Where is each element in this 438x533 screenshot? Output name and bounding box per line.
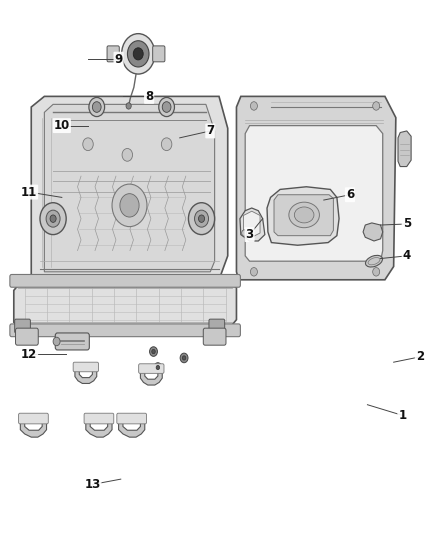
Ellipse shape bbox=[365, 255, 382, 267]
Text: 8: 8 bbox=[145, 90, 153, 103]
Polygon shape bbox=[14, 282, 237, 328]
Circle shape bbox=[373, 268, 380, 276]
FancyBboxPatch shape bbox=[107, 46, 119, 62]
Polygon shape bbox=[119, 421, 145, 437]
Circle shape bbox=[83, 138, 93, 151]
Circle shape bbox=[122, 149, 133, 161]
Circle shape bbox=[159, 98, 174, 117]
Circle shape bbox=[46, 210, 60, 227]
Circle shape bbox=[242, 230, 247, 236]
Circle shape bbox=[162, 102, 171, 112]
FancyBboxPatch shape bbox=[139, 364, 164, 373]
Ellipse shape bbox=[289, 202, 319, 228]
FancyBboxPatch shape bbox=[55, 333, 89, 350]
Circle shape bbox=[133, 48, 143, 60]
Circle shape bbox=[154, 363, 162, 372]
FancyBboxPatch shape bbox=[18, 413, 48, 424]
FancyBboxPatch shape bbox=[84, 413, 114, 424]
Circle shape bbox=[161, 138, 172, 151]
FancyBboxPatch shape bbox=[10, 274, 240, 287]
Circle shape bbox=[194, 210, 208, 227]
Circle shape bbox=[126, 103, 131, 109]
Text: 2: 2 bbox=[416, 350, 424, 364]
Polygon shape bbox=[363, 223, 383, 241]
Text: 4: 4 bbox=[403, 249, 411, 262]
Circle shape bbox=[120, 193, 139, 217]
Circle shape bbox=[92, 102, 101, 112]
Polygon shape bbox=[237, 96, 396, 280]
Circle shape bbox=[373, 102, 380, 110]
FancyBboxPatch shape bbox=[15, 328, 38, 345]
FancyBboxPatch shape bbox=[117, 413, 147, 424]
Text: 6: 6 bbox=[346, 188, 354, 201]
FancyBboxPatch shape bbox=[209, 319, 225, 333]
FancyBboxPatch shape bbox=[203, 328, 226, 345]
Polygon shape bbox=[31, 96, 228, 280]
Text: 11: 11 bbox=[21, 185, 37, 199]
Circle shape bbox=[89, 98, 105, 117]
Polygon shape bbox=[398, 131, 411, 166]
FancyBboxPatch shape bbox=[153, 46, 165, 62]
Circle shape bbox=[152, 350, 155, 354]
Polygon shape bbox=[245, 126, 383, 261]
Circle shape bbox=[50, 215, 56, 222]
Circle shape bbox=[122, 34, 155, 74]
Polygon shape bbox=[141, 370, 162, 385]
Circle shape bbox=[251, 102, 258, 110]
Ellipse shape bbox=[368, 257, 380, 265]
Text: 13: 13 bbox=[84, 478, 100, 491]
Polygon shape bbox=[240, 208, 265, 241]
Circle shape bbox=[53, 337, 60, 346]
Text: 1: 1 bbox=[398, 409, 406, 422]
Circle shape bbox=[251, 268, 258, 276]
Polygon shape bbox=[44, 104, 215, 272]
Polygon shape bbox=[274, 195, 333, 236]
Polygon shape bbox=[20, 421, 46, 437]
Circle shape bbox=[182, 356, 186, 360]
Polygon shape bbox=[267, 187, 339, 245]
Text: 3: 3 bbox=[246, 228, 254, 241]
Polygon shape bbox=[244, 211, 260, 237]
Polygon shape bbox=[75, 369, 97, 383]
FancyBboxPatch shape bbox=[73, 362, 99, 372]
Circle shape bbox=[188, 203, 215, 235]
Circle shape bbox=[180, 353, 188, 363]
Circle shape bbox=[150, 347, 157, 357]
Circle shape bbox=[40, 203, 66, 235]
Ellipse shape bbox=[294, 207, 314, 223]
FancyBboxPatch shape bbox=[10, 324, 240, 337]
Circle shape bbox=[198, 215, 205, 222]
Text: 12: 12 bbox=[21, 348, 37, 361]
Circle shape bbox=[156, 366, 159, 369]
Circle shape bbox=[112, 184, 147, 227]
Circle shape bbox=[127, 41, 149, 67]
Text: 9: 9 bbox=[114, 53, 123, 66]
Text: 10: 10 bbox=[54, 119, 70, 132]
Text: 7: 7 bbox=[206, 124, 214, 138]
Polygon shape bbox=[86, 421, 112, 437]
Text: 5: 5 bbox=[403, 217, 411, 230]
FancyBboxPatch shape bbox=[14, 319, 30, 333]
